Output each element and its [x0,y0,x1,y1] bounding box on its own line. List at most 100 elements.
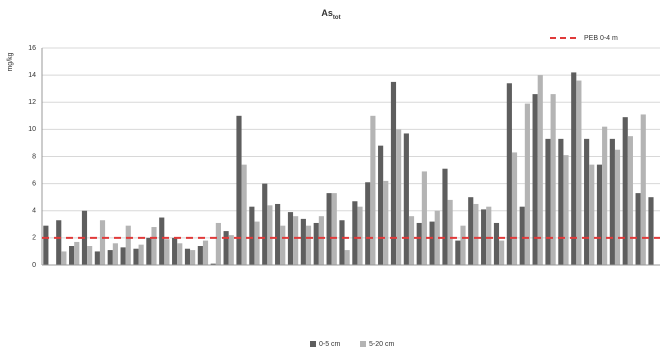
bar [524,103,530,265]
bar [228,235,234,265]
bar [69,246,75,265]
bar [506,83,512,265]
bar [390,81,397,265]
bar [365,182,371,265]
bar [215,222,221,265]
bar [159,217,165,265]
y-tick-label: 16 [28,45,36,52]
bar [275,203,281,265]
bar [532,94,538,265]
y-axis-label: mg/kg [7,52,14,71]
bar [473,203,479,265]
legend-reference-label: PEB 0-4 m [584,35,618,42]
bar [447,199,453,265]
bar [138,244,144,265]
bar [300,218,306,265]
bar [602,126,608,265]
y-tick-label: 6 [32,180,36,187]
bar [99,220,106,265]
bar [468,197,474,265]
bar [318,216,324,265]
bar [408,216,415,265]
bar [352,201,358,265]
bar [499,240,505,265]
bar [74,241,80,265]
bar [280,225,286,265]
bar [339,220,345,265]
bar [383,180,389,265]
title-main: As [321,8,333,18]
bar [223,231,229,265]
bar [241,164,247,265]
legend-label: 5-20 cm [369,341,394,348]
bar [172,237,178,265]
legend-swatch [310,341,316,347]
bar [133,248,139,265]
bar [151,227,157,265]
bar [378,145,384,265]
bar [56,220,62,265]
bar [455,240,461,265]
bar [357,206,363,265]
bar [481,209,487,265]
bar [190,250,196,265]
legend-label: 0-5 cm [319,341,341,348]
bar [262,183,268,265]
bar [640,114,646,265]
bar [344,250,350,265]
bar [486,206,492,265]
bar [493,222,500,265]
bar [627,136,633,265]
bar [442,168,448,265]
bar [313,222,319,265]
y-tick-label: 0 [32,262,36,269]
bar [249,206,255,265]
y-tick-label: 2 [32,235,36,242]
bar [609,138,615,265]
bar [396,129,402,265]
bar [112,243,118,265]
bar [87,246,93,265]
bar [61,251,67,265]
bar [550,94,556,265]
bar [648,197,654,265]
bar [370,115,376,265]
bar [107,250,113,265]
bar [584,138,590,265]
bar [305,225,312,265]
bar [434,210,440,265]
bar [622,117,628,265]
y-tick-label: 4 [32,208,36,215]
bar [558,138,564,265]
title-subscript: tot [333,15,341,21]
bar [287,212,294,265]
bar [210,263,216,265]
bar [326,193,332,265]
bar [164,239,170,265]
bar [331,193,337,265]
bar [202,240,209,265]
bar [596,164,603,265]
bar [236,115,242,265]
bar [94,251,100,265]
bar [589,164,595,265]
bar [576,80,582,265]
bar [421,171,427,265]
bar [537,75,543,265]
bar [125,225,131,265]
bar [416,222,422,265]
bar [403,133,409,265]
bar [511,152,518,265]
y-tick-label: 10 [28,126,36,133]
y-tick-label: 12 [28,99,36,106]
bar [177,243,183,265]
bar [120,247,126,265]
bar [614,149,621,265]
bar [635,193,641,265]
bar [254,221,260,265]
bar [545,138,551,265]
bar [267,205,273,265]
y-tick-label: 14 [28,72,36,79]
chart-title: Astot [321,8,340,20]
